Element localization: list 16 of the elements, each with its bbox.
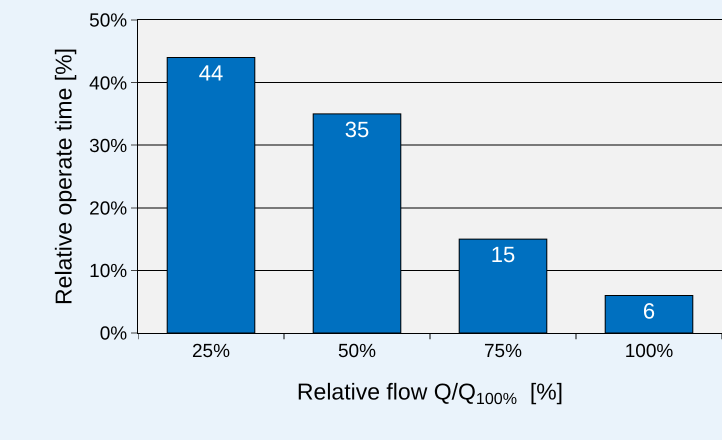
y-tick-label: 40% [89,73,128,94]
y-tick-label: 20% [89,198,128,220]
y-tick-label: 50% [89,10,128,32]
y-tick-label: 0% [100,324,128,345]
data-label: 44 [198,60,224,86]
data-label: 35 [344,116,370,142]
x-tick-label: 25% [192,340,230,362]
x-tick-label: 75% [484,340,522,362]
y-tick-label: 30% [89,136,128,157]
y-axis-title: Relative operate time [%] [50,48,77,305]
y-tick-label: 10% [89,261,128,282]
data-label: 6 [642,298,656,324]
x-tick-label: 50% [338,340,376,362]
x-tick-label: 100% [624,340,674,362]
data-label: 15 [490,242,516,268]
x-axis-title: Relative flow Q/Q$_{100%}$ [%] [296,378,564,408]
